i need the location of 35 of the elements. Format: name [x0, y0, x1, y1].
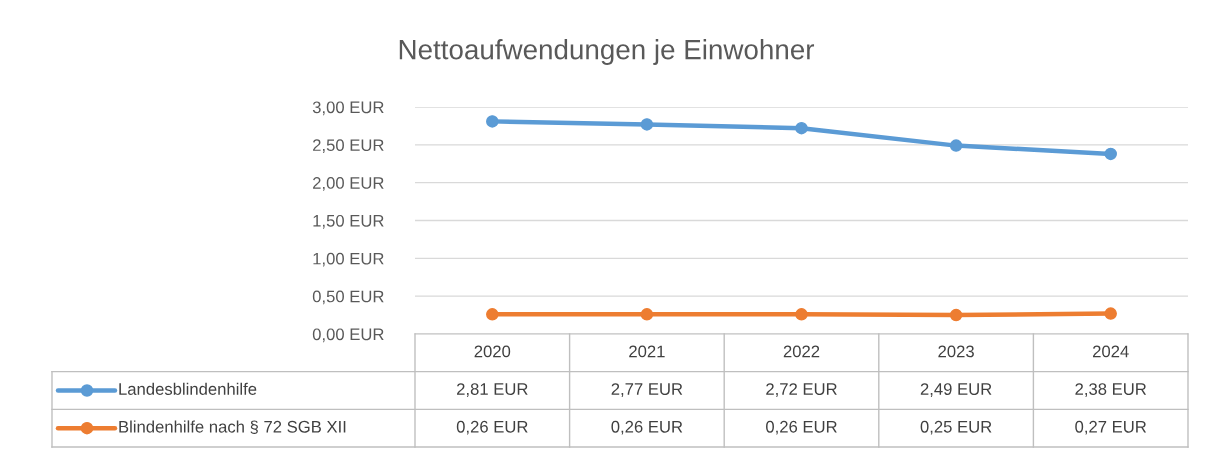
point [949, 139, 963, 152]
y-tick-label: 3,00 EUR [312, 101, 384, 116]
point [795, 308, 808, 321]
data-label: 0,26 EUR [766, 420, 837, 435]
point [949, 308, 963, 322]
point [640, 308, 654, 321]
data-label: 2,81 EUR [457, 383, 528, 397]
data-label: 0,26 EUR [456, 420, 528, 435]
data-label: 2,49 EUR [920, 383, 992, 397]
y-tick-label: 2,00 EUR [313, 177, 384, 191]
point [486, 115, 499, 128]
data-label: 0,25 EUR [920, 420, 992, 435]
y-tick-label: 2,50 EUR [313, 139, 384, 154]
legend-label: Blindenhilfe nach § 72 SGB XII [119, 420, 346, 434]
data-label: 2,38 EUR [1075, 383, 1147, 397]
x-tick-label: 2023 [938, 345, 974, 358]
point [1104, 307, 1117, 320]
chart-title: Nettoaufwendungen je Einwohner [399, 39, 815, 65]
legend-label: Landesblindenhilfe [119, 382, 257, 395]
x-tick-label: 2021 [629, 345, 665, 358]
x-tick-label: 2020 [474, 345, 511, 358]
y-tick-label: 0,50 EUR [312, 290, 384, 305]
point [640, 118, 654, 131]
point [486, 308, 499, 321]
y-tick-label: 1,00 EUR [313, 252, 384, 267]
point [1104, 147, 1117, 161]
x-tick-label: 2022 [783, 345, 820, 358]
data-label: 0,27 EUR [1075, 420, 1147, 435]
y-tick-label: 0,00 EUR [312, 328, 384, 343]
point [795, 121, 808, 135]
data-label: 0,26 EUR [611, 420, 683, 435]
data-label: 2,77 EUR [611, 383, 683, 397]
y-tick-label: 1,50 EUR [313, 214, 384, 229]
data-label: 2,72 EUR [766, 383, 837, 397]
x-tick-label: 2024 [1093, 345, 1129, 358]
